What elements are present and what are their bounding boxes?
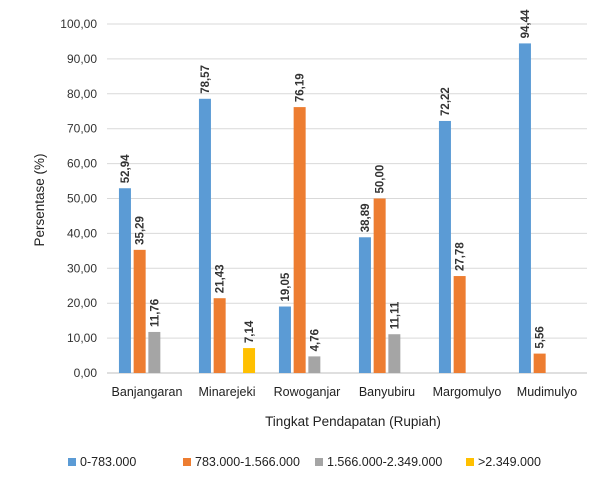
data-label: 11,76 bbox=[149, 299, 161, 327]
y-tick-label: 30,00 bbox=[67, 261, 97, 275]
legend: 0-783.000 783.000-1.566.000 1.566.000-2.34… bbox=[68, 455, 541, 469]
bar-2 bbox=[453, 276, 466, 373]
bar-2 bbox=[373, 198, 386, 373]
legend-label: >2.349.000 bbox=[478, 455, 541, 469]
x-category-label: Mudimulyo bbox=[517, 385, 577, 399]
bar-2 bbox=[533, 353, 546, 373]
x-category-label: Rowoganjar bbox=[274, 385, 341, 399]
data-label: 21,43 bbox=[215, 264, 227, 293]
x-category-label: Banyubiru bbox=[359, 385, 415, 399]
data-label: 7,14 bbox=[244, 320, 256, 343]
y-tick-label: 0,00 bbox=[74, 366, 98, 380]
legend-swatch bbox=[466, 458, 474, 466]
bar-3 bbox=[148, 331, 161, 373]
bar-2 bbox=[293, 107, 306, 374]
bar-3 bbox=[388, 334, 401, 373]
legend-swatch bbox=[315, 458, 323, 466]
y-tick-label: 100,00 bbox=[60, 17, 97, 31]
data-label: 76,19 bbox=[295, 73, 307, 102]
bar-1 bbox=[118, 188, 131, 373]
bar-1 bbox=[358, 237, 371, 373]
x-category-label: Banjangaran bbox=[112, 385, 183, 399]
x-axis-title: Tingkat Pendapatan (Rupiah) bbox=[265, 414, 441, 429]
data-label: 4,76 bbox=[309, 329, 321, 351]
bar-2 bbox=[213, 298, 226, 373]
legend-swatch bbox=[183, 458, 191, 466]
data-label: 38,89 bbox=[360, 203, 372, 232]
legend-label: 1.566.000-2.349.000 bbox=[327, 455, 442, 469]
y-tick-label: 60,00 bbox=[67, 157, 97, 171]
data-label: 27,78 bbox=[455, 242, 467, 271]
bar-1 bbox=[198, 98, 211, 373]
y-axis-title: Persentase (%) bbox=[32, 153, 47, 246]
y-tick-label: 80,00 bbox=[67, 87, 97, 101]
y-axis-ticks: 0,00 10,00 20,00 30,00 40,00 50,00 60,00 70,00 8… bbox=[60, 17, 97, 380]
y-tick-label: 20,00 bbox=[67, 296, 97, 310]
y-tick-label: 90,00 bbox=[67, 52, 97, 66]
data-label: 72,22 bbox=[440, 87, 452, 116]
data-label: 78,57 bbox=[200, 65, 212, 94]
x-category-label: Minarejeki bbox=[199, 385, 256, 399]
bars bbox=[118, 43, 546, 374]
data-labels: 52,94 35,29 11,76 78,57 21,43 7,14 19,05 76,19 4… bbox=[120, 9, 547, 351]
data-label: 50,00 bbox=[375, 165, 387, 194]
x-axis-categories: Banjangaran Minarejeki Rowoganjar Banyubiru… bbox=[112, 385, 578, 399]
gridlines bbox=[107, 23, 587, 374]
x-category-label: Margomulyo bbox=[433, 385, 502, 399]
data-label: 11,11 bbox=[389, 301, 401, 329]
y-tick-label: 70,00 bbox=[67, 122, 97, 136]
legend-swatch bbox=[68, 458, 76, 466]
bar-3 bbox=[308, 356, 321, 373]
y-tick-label: 50,00 bbox=[67, 192, 97, 206]
y-tick-label: 40,00 bbox=[67, 226, 97, 240]
y-tick-label: 10,00 bbox=[67, 331, 97, 345]
legend-label: 0-783.000 bbox=[80, 455, 136, 469]
data-label: 19,05 bbox=[280, 272, 292, 301]
data-label: 94,44 bbox=[520, 9, 532, 38]
bar-1 bbox=[278, 306, 291, 373]
bar-2 bbox=[133, 249, 146, 373]
bar-4 bbox=[243, 348, 256, 373]
bar-1 bbox=[518, 43, 531, 374]
data-label: 5,56 bbox=[535, 326, 547, 348]
bar-1 bbox=[438, 120, 451, 373]
data-label: 52,94 bbox=[120, 154, 132, 183]
data-label: 35,29 bbox=[135, 216, 147, 245]
legend-label: 783.000-1.566.000 bbox=[195, 455, 300, 469]
